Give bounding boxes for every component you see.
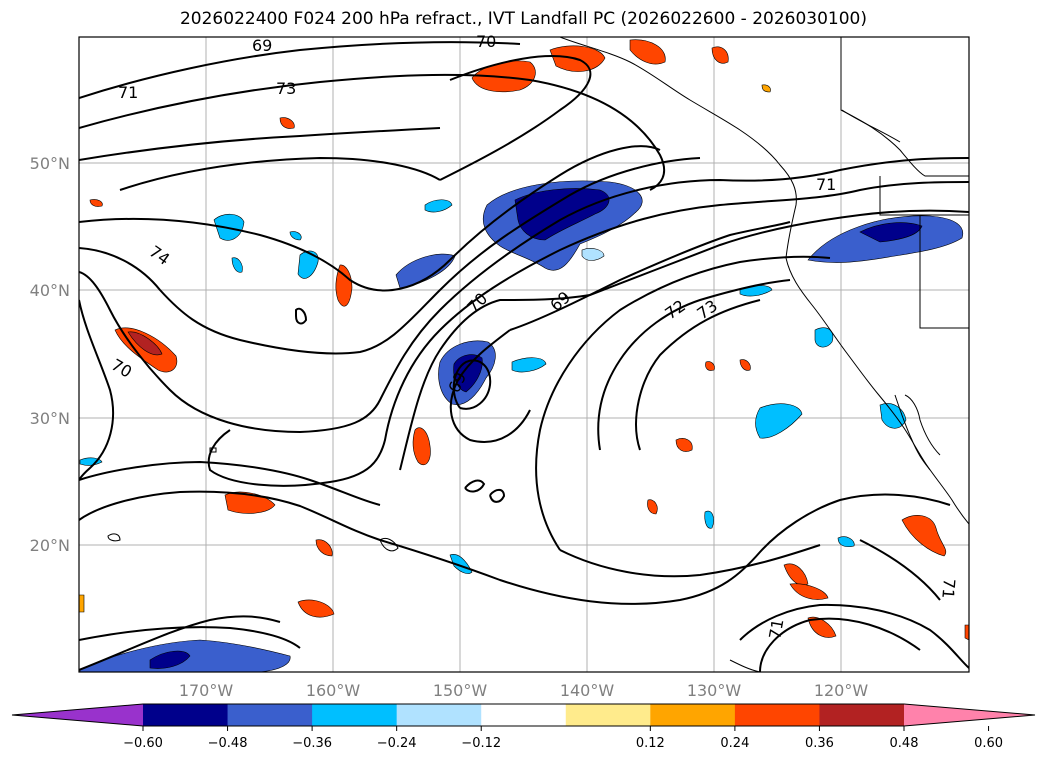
- colorbar-tick-label: 0.24: [720, 736, 749, 751]
- colorbar-tick-label: 0.48: [890, 736, 919, 751]
- colorbar-tick-label: 0.12: [636, 736, 665, 751]
- colorbar-tick-label: 0.36: [805, 736, 834, 751]
- latitude-label: 50°N: [30, 154, 70, 173]
- colorbar-segment: [227, 704, 313, 726]
- colorbar-tick-label: −0.60: [123, 736, 163, 751]
- longitude-label: 170°W: [179, 681, 234, 700]
- longitude-labels: 170°W 160°W 150°W 140°W 130°W 120°W: [179, 681, 869, 700]
- colorbar-segment: [312, 704, 398, 726]
- colorbar-segment: [734, 704, 820, 726]
- colorbar-segment: [650, 704, 736, 726]
- contour-label: 71: [816, 175, 836, 194]
- colorbar-tick-label: 0.60: [974, 736, 1003, 751]
- latitude-label: 30°N: [30, 409, 70, 428]
- colorbar-tick-label: −0.12: [461, 736, 501, 751]
- colorbar-segment: [396, 704, 482, 726]
- colorbar-tick-label: −0.24: [377, 736, 417, 751]
- colorbar-segment: [481, 704, 567, 726]
- negative-anomaly-shading: [79, 180, 964, 672]
- colorbar: −0.60 −0.48 −0.36 −0.24 −0.12 0.12 0.24 0.36 0.4…: [11, 703, 1036, 751]
- colorbar-extension-low: [12, 704, 143, 726]
- latitude-label: 40°N: [30, 281, 70, 300]
- contour-label: 73: [276, 79, 296, 98]
- map-frame: [78, 36, 970, 673]
- colorbar-tick-label: −0.48: [208, 736, 248, 751]
- coastlines: [107, 37, 969, 672]
- colorbar-segment: [819, 704, 905, 726]
- contour-lines: [79, 41, 969, 672]
- map-background: [79, 37, 969, 672]
- colorbar-extension-high: [904, 704, 1035, 726]
- longitude-label: 120°W: [814, 681, 869, 700]
- longitude-label: 140°W: [560, 681, 615, 700]
- contour-label: 71: [118, 83, 138, 102]
- longitude-label: 160°W: [306, 681, 361, 700]
- map-title: 2026022400 F024 200 hPa refract., IVT La…: [179, 9, 867, 29]
- contour-label: 71: [765, 617, 787, 640]
- latitude-labels: 50°N 40°N 30°N 20°N: [30, 154, 70, 555]
- contour-label: 70: [476, 32, 496, 51]
- latitude-label: 20°N: [30, 536, 70, 555]
- contour-label: 69: [252, 36, 272, 55]
- colorbar-segment: [143, 704, 229, 726]
- contour-label: 71: [938, 578, 959, 600]
- colorbar-segment: [565, 704, 651, 726]
- colorbar-tick-label: −0.36: [292, 736, 332, 751]
- longitude-label: 150°W: [433, 681, 488, 700]
- longitude-label: 130°W: [687, 681, 742, 700]
